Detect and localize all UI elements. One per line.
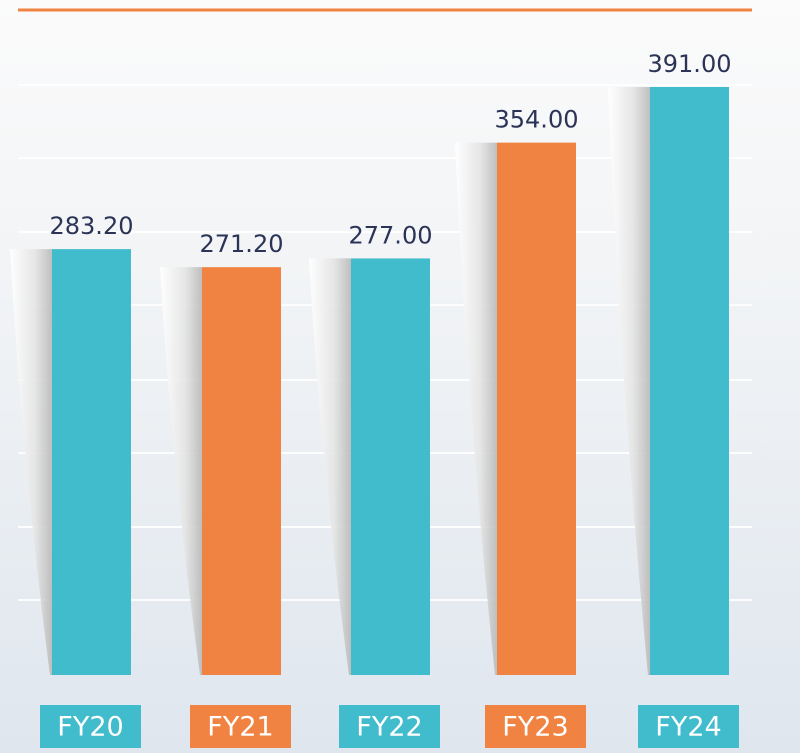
- category-box: [638, 705, 739, 748]
- category-box: [40, 705, 141, 748]
- bar-shadow: [608, 87, 650, 675]
- x-tick-label: FY21: [207, 712, 273, 743]
- bar-shadow: [160, 267, 202, 675]
- bar: [52, 249, 131, 675]
- bar: [497, 142, 576, 675]
- bar-shadow: [309, 258, 351, 675]
- value-label: 283.20: [50, 212, 134, 240]
- x-tick-label: FY24: [655, 712, 721, 743]
- bar-shadow: [10, 249, 52, 675]
- value-label: 354.00: [495, 106, 579, 134]
- bar: [650, 87, 729, 675]
- bar: [202, 267, 281, 675]
- category-box: [190, 705, 291, 748]
- category-box: [485, 705, 586, 748]
- bar: [351, 258, 430, 675]
- x-tick-label: FY22: [356, 712, 422, 743]
- x-tick-label: FY20: [57, 712, 123, 743]
- value-label: 271.20: [200, 230, 284, 258]
- x-tick-label: FY23: [502, 712, 568, 743]
- bar-shadow: [455, 142, 497, 675]
- category-box: [339, 705, 440, 748]
- value-label: 391.00: [648, 50, 732, 78]
- value-label: 277.00: [349, 221, 433, 249]
